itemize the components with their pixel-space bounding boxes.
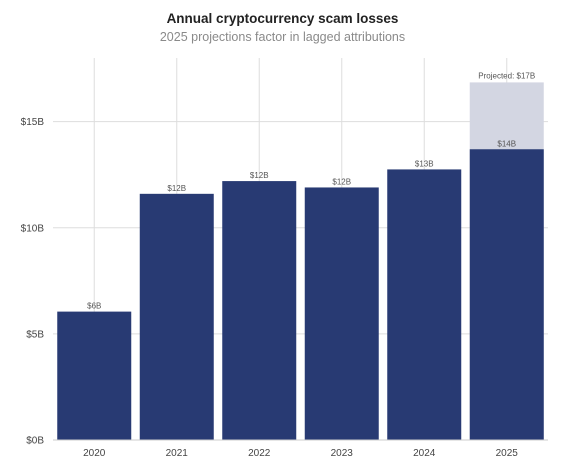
x-tick-label: 2022 — [248, 448, 271, 459]
data-label: $6B — [87, 302, 101, 311]
chart-title: Annual cryptocurrency scam losses — [166, 11, 399, 26]
x-tick-label: 2025 — [496, 448, 519, 459]
projected-label: Projected: $17B — [478, 71, 535, 80]
chart-subtitle: 2025 projections factor in lagged attrib… — [159, 30, 406, 44]
bar — [469, 149, 544, 440]
x-tick-label: 2020 — [83, 448, 106, 459]
bar — [57, 311, 132, 440]
bar — [304, 187, 379, 440]
data-label: $12B — [167, 184, 186, 193]
y-tick-label: $10B — [21, 223, 45, 234]
bar — [387, 169, 462, 440]
bar — [139, 193, 214, 440]
x-tick-label: 2023 — [331, 448, 354, 459]
data-label: $14B — [497, 139, 516, 148]
y-tick-label: $5B — [26, 329, 44, 340]
bar — [222, 181, 297, 441]
data-label: $12B — [332, 177, 351, 186]
data-label: $13B — [415, 159, 434, 168]
y-tick-label: $15B — [21, 117, 45, 128]
x-tick-label: 2024 — [413, 448, 436, 459]
x-tick-label: 2021 — [166, 448, 189, 459]
y-tick-label: $0B — [26, 436, 44, 447]
data-label: $12B — [250, 171, 269, 180]
